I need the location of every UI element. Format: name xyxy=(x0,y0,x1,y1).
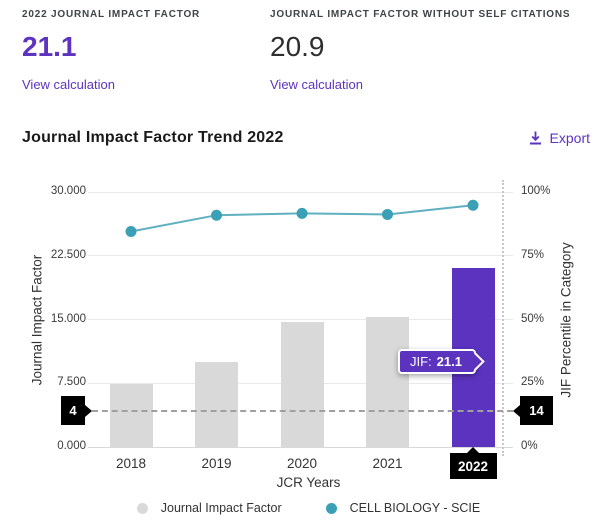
bar-2021[interactable] xyxy=(366,316,409,447)
percentile-dot-2020[interactable] xyxy=(296,207,308,219)
percentile-dot-2021[interactable] xyxy=(382,208,393,220)
legend-dot-teal xyxy=(325,502,337,514)
percentile-dot-2019[interactable] xyxy=(211,209,222,221)
bar-2018[interactable] xyxy=(109,384,153,447)
gridline-22.500 xyxy=(88,255,513,257)
x-label-2022-highlighted[interactable]: 2022 xyxy=(449,447,497,479)
jif-no-self-stat-value: 20.9 xyxy=(270,31,325,62)
right-tick-label: 75% xyxy=(521,248,545,261)
legend-label-category: CELL BIOLOGY - SCIE xyxy=(349,501,481,515)
jif-tooltip-value: 21.1 xyxy=(436,354,462,369)
jif-no-self-stat-label: JOURNAL IMPACT FACTOR WITHOUT SELF CITAT… xyxy=(270,9,571,20)
right-tick-label: 50% xyxy=(521,312,545,325)
legend-item-category[interactable]: CELL BIOLOGY - SCIE xyxy=(325,501,481,515)
right-tick-label: 100% xyxy=(521,185,551,197)
download-icon xyxy=(529,131,542,145)
jif-stat: 2022 JOURNAL IMPACT FACTOR 21.1 View cal… xyxy=(22,9,270,92)
export-label: Export xyxy=(549,130,590,146)
jif-stat-value: 21.1 xyxy=(22,31,77,62)
jif-no-self-stat: JOURNAL IMPACT FACTOR WITHOUT SELF CITAT… xyxy=(270,9,570,92)
right-tick-label: 0% xyxy=(521,440,538,452)
legend-dot-gray xyxy=(136,502,148,514)
x-axis-title: JCR Years xyxy=(276,475,341,490)
view-calculation-link[interactable]: View calculation xyxy=(270,77,363,92)
gridline-30.000 xyxy=(88,191,513,193)
x-label-2018[interactable]: 2018 xyxy=(115,456,147,471)
x-label-2020[interactable]: 2020 xyxy=(286,456,318,471)
crosshair-left-tag: 4 xyxy=(61,396,92,425)
legend-item-jif[interactable]: Journal Impact Factor xyxy=(136,501,282,515)
percentile-dot-2018[interactable] xyxy=(125,226,137,238)
bar-2020[interactable] xyxy=(280,322,324,447)
crosshair-horizontal xyxy=(92,410,513,412)
x-label-2019[interactable]: 2019 xyxy=(201,456,232,471)
legend-label-jif: Journal Impact Factor xyxy=(160,501,282,515)
x-label-2021[interactable]: 2021 xyxy=(372,456,403,471)
stats-row: 2022 JOURNAL IMPACT FACTOR 21.1 View cal… xyxy=(0,0,600,92)
jif-tooltip: JIF: 21.1 xyxy=(398,349,476,374)
percentile-dot-2022[interactable] xyxy=(467,199,479,211)
left-tick-label: 22.500 xyxy=(50,248,86,261)
crosshair-vertical xyxy=(502,180,504,456)
left-tick-label: 30.000 xyxy=(50,185,86,197)
left-tick-label: 0.000 xyxy=(57,440,86,452)
jif-tooltip-label: JIF: xyxy=(410,354,432,369)
trend-chart: Journal Impact Factor JIF Percentile in … xyxy=(0,172,600,527)
right-tick-label: 25% xyxy=(521,376,545,389)
legend: Journal Impact Factor CELL BIOLOGY - SCI… xyxy=(105,501,512,515)
left-tick-label: 7.500 xyxy=(57,376,86,389)
gridline-15.000 xyxy=(88,319,513,320)
left-tick-label: 15.000 xyxy=(50,312,86,325)
view-calculation-link[interactable]: View calculation xyxy=(22,77,115,92)
trend-heading-row: Journal Impact Factor Trend 2022 Export xyxy=(0,92,600,152)
crosshair-right-tag: 14 xyxy=(513,396,553,425)
export-button[interactable]: Export xyxy=(529,130,590,146)
trend-title: Journal Impact Factor Trend 2022 xyxy=(22,129,284,146)
jif-stat-label: 2022 JOURNAL IMPACT FACTOR xyxy=(22,9,201,20)
bar-2019[interactable] xyxy=(195,362,238,447)
gridline-0.000 xyxy=(88,446,513,448)
